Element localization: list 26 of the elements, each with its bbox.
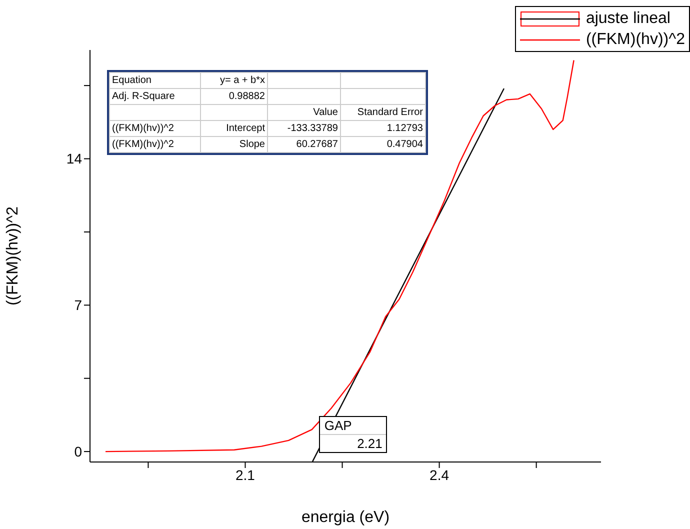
annotation: 1.12793 bbox=[340, 120, 426, 136]
annotation: Intercept bbox=[200, 120, 268, 136]
x-tick-label: 2.1 bbox=[236, 466, 256, 483]
annotation: ((FKM)(hv))^2 bbox=[110, 136, 200, 152]
annotation: Value bbox=[268, 104, 340, 120]
annotation: 0.47904 bbox=[340, 136, 426, 152]
annotation: GAP bbox=[323, 417, 353, 434]
y-tick-label: 7 bbox=[74, 297, 82, 314]
annotation: 0.98882 bbox=[200, 88, 268, 104]
x-tick-label: 2.4 bbox=[430, 466, 450, 483]
y-tick-label: 14 bbox=[66, 150, 82, 167]
annotation: Adj. R-Square bbox=[110, 88, 200, 104]
annotation: -133.33789 bbox=[268, 120, 340, 136]
line-series bbox=[104, 60, 574, 452]
y-tick-label: 0 bbox=[74, 444, 82, 460]
annotation: ((FKM)(hv))^2 bbox=[110, 120, 200, 136]
annotation: Standard Error bbox=[340, 104, 426, 120]
x-axis-title: energia (eV) bbox=[301, 509, 390, 526]
annotation: Equation bbox=[110, 72, 200, 88]
legend-label: ajuste lineal bbox=[586, 10, 670, 28]
legend-label: ((FKM)(hv))^2 bbox=[586, 30, 685, 48]
annotation: 2.21 bbox=[320, 434, 386, 452]
y-axis-title: ((FKM)(hv))^2 bbox=[4, 206, 22, 306]
annotation: y= a + b*x bbox=[200, 72, 268, 88]
annotation: 60.27687 bbox=[268, 136, 340, 152]
annotation: Slope bbox=[200, 136, 268, 152]
